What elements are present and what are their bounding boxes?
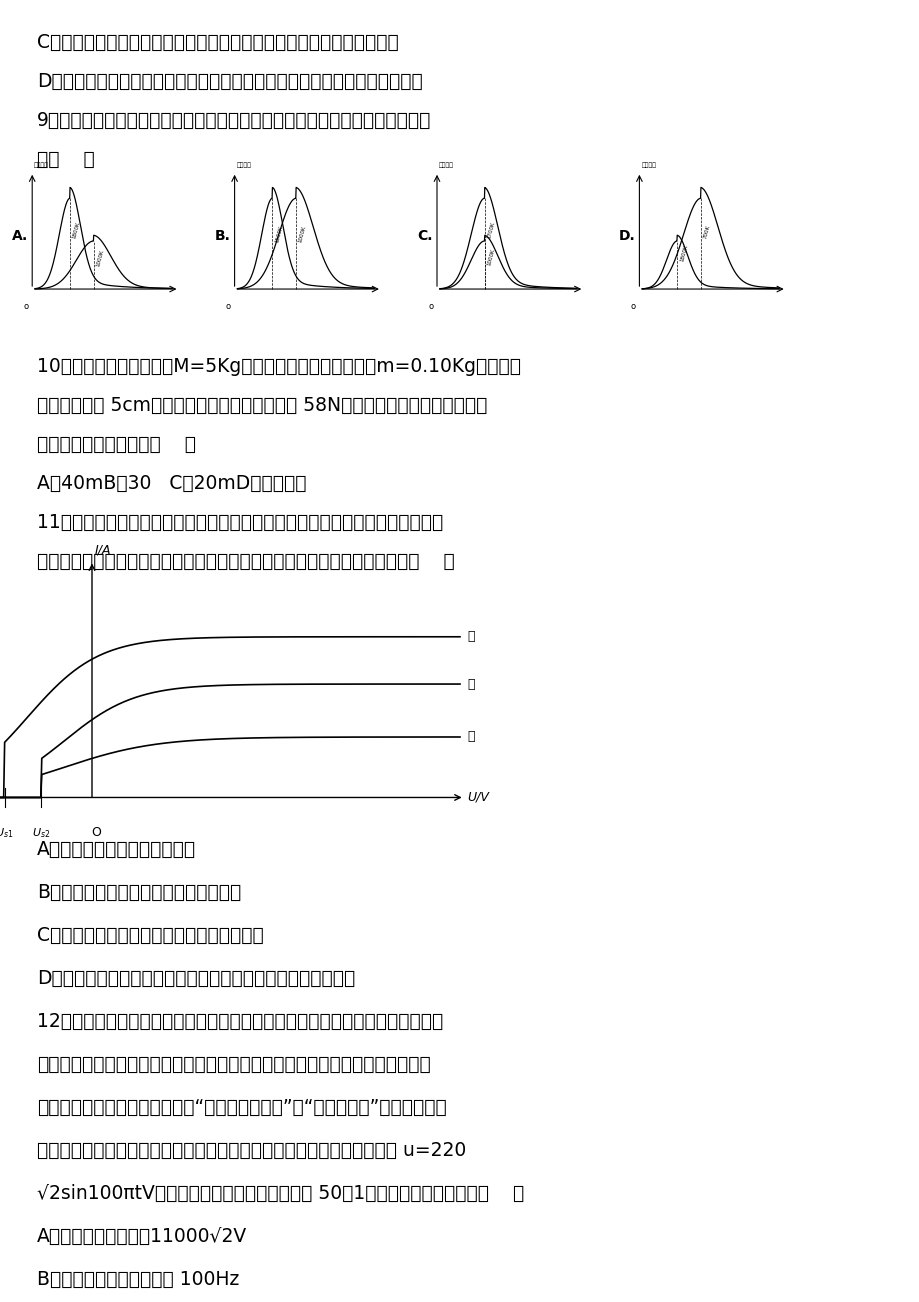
Text: A．40mB．30   C．20mD．无法确定: A．40mB．30 C．20mD．无法确定 (37, 474, 306, 493)
Text: √2sin100πtV，该变压器原、副线圈匡数比为 50：1，则下列说法错误的是（    ）: √2sin100πtV，该变压器原、副线圈匡数比为 50：1，则下列说法错误的是… (37, 1184, 524, 1203)
Text: 乙: 乙 (467, 677, 474, 690)
Text: A．原线圈上的电压为11000√2V: A．原线圈上的电压为11000√2V (37, 1226, 247, 1246)
Text: 辐射强度: 辐射强度 (34, 163, 49, 168)
Text: 10．在沙堆上有一木块，M=5Kg，木块上放一爆竹，质量为m=0.10Kg，点燃后: 10．在沙堆上有一木块，M=5Kg，木块上放一爆竹，质量为m=0.10Kg，点燃… (37, 357, 520, 376)
Text: C．乙光对应的截止频率大于丙光的截止频率: C．乙光对应的截止频率大于丙光的截止频率 (37, 926, 263, 945)
Text: C．光的干涉、衍射现象说明光具有波动性，光电效应说明光具有粒子性: C．光的干涉、衍射现象说明光具有波动性，光电效应说明光具有粒子性 (37, 33, 398, 52)
Text: 辐射强度: 辐射强度 (438, 163, 453, 168)
Text: A．甲光的频率大于乙光的频率: A．甲光的频率大于乙光的频率 (37, 840, 196, 859)
Text: o: o (427, 302, 433, 311)
Text: O: O (92, 827, 101, 838)
Text: 11．在光电效应实验中，小君同学用同一光电管在不同实验条件下得到了三条光: 11．在光电效应实验中，小君同学用同一光电管在不同实验条件下得到了三条光 (37, 513, 443, 533)
Text: 12．一般发电机组输出的电压在十千伏上下，不符合远距离输电的要求．要在发: 12．一般发电机组输出的电压在十千伏上下，不符合远距离输电的要求．要在发 (37, 1012, 443, 1031)
Text: 辐射强度: 辐射强度 (236, 163, 251, 168)
Text: 1500K: 1500K (274, 225, 283, 243)
Text: B．甲光的照射功率大于乙光的照射功率: B．甲光的照射功率大于乙光的照射功率 (37, 883, 241, 902)
Text: B.: B. (214, 229, 230, 243)
Text: 则爆竹上升的最大高度（    ）: 则爆竹上升的最大高度（ ） (37, 435, 196, 454)
Text: 1800K: 1800K (678, 245, 687, 263)
Text: 9．下列描绘两种温度下黑体辐射强度与波长关系的图中，符合黑体辐射规律的: 9．下列描绘两种温度下黑体辐射强度与波长关系的图中，符合黑体辐射规律的 (37, 111, 431, 130)
Text: 1800K: 1800K (72, 221, 81, 240)
Text: 千公里之外的用电区之后，再经“一次高压变电站”、“二次变电站”降压．已知经: 千公里之外的用电区之后，再经“一次高压变电站”、“二次变电站”降压．已知经 (37, 1098, 446, 1117)
Text: o: o (23, 302, 28, 311)
Text: U/V: U/V (467, 792, 489, 803)
Text: 电流与电压之间的关系曲线（甲光、乙光、丙光），如图所示．则可判断出（    ）: 电流与电压之间的关系曲线（甲光、乙光、丙光），如图所示．则可判断出（ ） (37, 552, 454, 572)
Text: D．光的波粒二象性是将牛顿的粒子说和惠更斯的波动说真正有机地统一起来: D．光的波粒二象性是将牛顿的粒子说和惠更斯的波动说真正有机地统一起来 (37, 72, 422, 91)
Text: $U_{s1}$: $U_{s1}$ (0, 827, 14, 840)
Text: 1000K: 1000K (486, 247, 495, 266)
Text: o: o (630, 302, 635, 311)
Text: 电站内用升压变压器，升压到几百千伏后再向远距离输电．到达几百公里甚至几: 电站内用升压变压器，升压到几百千伏后再向远距离输电．到达几百公里甚至几 (37, 1055, 430, 1074)
Text: 1000K: 1000K (96, 249, 105, 267)
Text: 丙: 丙 (467, 730, 474, 743)
Text: 低压变电站降压变压器（可视为理想变压器）后供给某小区居民的交流电 u=220: 低压变电站降压变压器（可视为理想变压器）后供给某小区居民的交流电 u=220 (37, 1141, 466, 1160)
Text: 木块陷入沙中 5cm，若沙对木块运动的阻力恒为 58N，不计火药质量和空气阻力，: 木块陷入沙中 5cm，若沙对木块运动的阻力恒为 58N，不计火药质量和空气阻力， (37, 396, 487, 415)
Text: 辐射强度: 辐射强度 (641, 163, 655, 168)
Text: $U_{s2}$: $U_{s2}$ (32, 827, 51, 840)
Text: A.: A. (12, 229, 28, 243)
Text: 1000K: 1000K (298, 225, 307, 243)
Text: D.: D. (618, 229, 635, 243)
Text: B．原线圈中电流的频率是 100Hz: B．原线圈中电流的频率是 100Hz (37, 1269, 239, 1289)
Text: 1700K: 1700K (486, 221, 495, 240)
Text: 是（    ）: 是（ ） (37, 150, 95, 169)
Text: 700K: 700K (702, 224, 710, 240)
Text: o: o (225, 302, 231, 311)
Text: I/A: I/A (95, 544, 111, 557)
Text: D．甲光对应的光电子最大初动能小于丙光的光电子最大初动能: D．甲光对应的光电子最大初动能小于丙光的光电子最大初动能 (37, 969, 355, 988)
Text: C.: C. (416, 229, 432, 243)
Text: 甲: 甲 (467, 630, 474, 643)
